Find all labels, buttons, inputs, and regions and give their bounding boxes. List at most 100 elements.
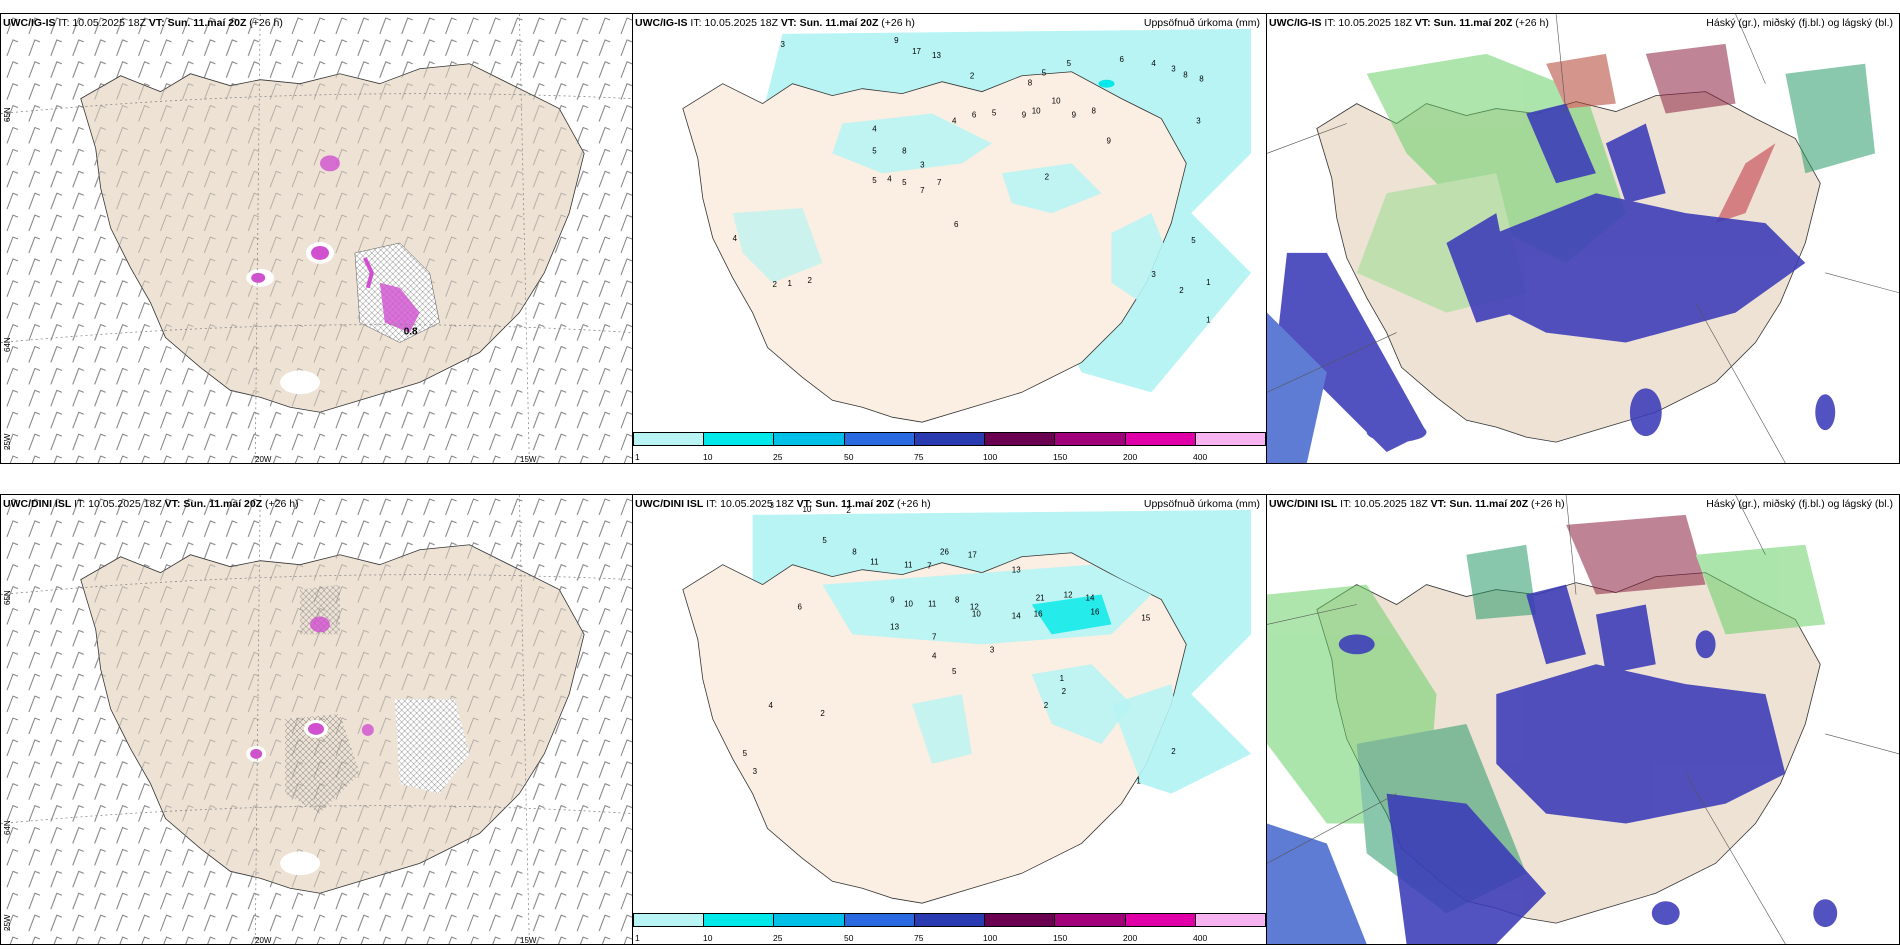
colorbar-tick: 400 [1193,452,1208,462]
precip-value: 2 [807,276,812,285]
precip-value: 8 [1028,79,1033,88]
colorbar-seg [1055,914,1126,926]
precip-value: 1 [788,279,793,288]
colorbar-tick: 25 [773,452,783,462]
precip-value: 16 [1034,609,1043,618]
precip-value: 7 [937,178,942,187]
colorbar-seg [914,914,986,926]
panel-title: UWC/DINI ISL IT: 10.05.2025 18Z VT: Sun.… [3,498,299,510]
colorbar-tick: 50 [844,452,854,462]
precip-value: 1 [1136,777,1141,786]
colorbar-seg [1125,914,1196,926]
precip-value: 2 [1062,687,1067,696]
colorbar-seg [704,914,775,926]
precip-value: 1 [1206,278,1211,287]
precip-value: 21 [1036,594,1045,603]
colorbar-tick: 200 [1123,933,1138,943]
lat-label-top: 65N [3,107,12,122]
precip-value: 2 [1179,286,1184,295]
colorbar-tick: 1 [635,933,640,943]
precip-value: 5 [872,146,877,155]
precip-value: 5 [902,178,907,187]
precip-value: 3 [1171,65,1176,74]
precip-colorbar [633,913,1266,927]
precip-map: 3 9 17 13 5 6 3 8 5 4 3 8 2 4 8 6 5 9 10… [682,28,1252,423]
precip-value: 5 [872,176,877,185]
panel-title: UWC/IG-IS IT: 10.05.2025 18Z VT: Sun. 11… [635,17,915,29]
precip-value: 13 [932,51,941,60]
panel-wind-row1[interactable]: UWC/IG-IS IT: 10.05.2025 18Z VT: Sun. 11… [0,13,633,464]
precip-value: 6 [972,111,977,120]
panel-cloud-row2[interactable]: UWC/DINI ISL IT: 10.05.2025 18Z VT: Sun.… [1266,494,1900,945]
colorbar-seg [844,914,915,926]
precip-value: 5 [1067,59,1072,68]
precip-value: 4 [932,651,937,660]
panel-title: UWC/IG-IS IT: 10.05.2025 18Z VT: Sun. 11… [3,17,283,29]
lon-label-right: 15W [520,936,537,945]
colorbar-seg [1195,914,1265,926]
colorbar-seg [634,433,705,445]
precip-value: 11 [928,600,937,609]
colorbar-tick: 1 [635,452,640,462]
precip-value: 12 [970,602,979,611]
colorbar-tick: 75 [914,933,924,943]
precip-value: 2 [773,280,778,289]
colorbar-tick: 150 [1053,933,1068,943]
lat-label-mid: 64N [3,337,12,352]
colorbar-seg [985,433,1056,445]
precip-value: 11 [870,558,879,567]
colorbar-seg [1195,433,1265,445]
colorbar-tick: 10 [703,452,713,462]
colorbar-seg [985,914,1056,926]
precip-value: 4 [887,174,892,183]
precip-value: 4 [769,701,774,710]
precip-value: 10 [1052,97,1061,106]
precip-value: 8 [1183,71,1188,80]
panel-cloud-row1[interactable]: UWC/IG-IS IT: 10.05.2025 18Z VT: Sun. 11… [1266,13,1900,464]
precip-value: 1 [1206,316,1211,325]
precip-value: 26 [940,548,949,557]
lon-label-mid: 20W [255,936,272,945]
iceland-land [682,71,1187,423]
colorbar-seg [634,914,705,926]
precip-value: 14 [1012,611,1021,620]
wind-map: 0.8 [1,14,632,463]
precip-value: 8 [852,548,857,557]
colorbar-tick: 100 [983,452,998,462]
precip-value: 13 [1012,566,1021,575]
precip-value: 13 [890,622,899,631]
wind-map [1,495,632,944]
precip-value: 2 [846,506,851,515]
precip-value: 4 [1151,59,1156,68]
precip-value: 5 [1042,69,1047,78]
panel-precip-row2[interactable]: UWC/DINI ISL IT: 10.05.2025 18Z VT: Sun.… [632,494,1267,945]
precip-value: 3 [753,767,758,776]
panel-precip-row1[interactable]: UWC/IG-IS IT: 10.05.2025 18Z VT: Sun. 11… [632,13,1267,464]
precip-value: 7 [927,562,932,571]
precip-value: 5 [822,536,827,545]
lon-label-mid: 20W [255,455,272,464]
panel-wind-row2[interactable]: UWC/DINI ISL IT: 10.05.2025 18Z VT: Sun.… [0,494,633,945]
colorbar-tick: 75 [914,452,924,462]
colorbar-seg [844,433,915,445]
colorbar-tick: 400 [1193,933,1208,943]
precip-value: 6 [797,602,802,611]
colorbar-seg [774,433,845,445]
precip-value: 8 [1199,75,1204,84]
panel-title: UWC/DINI ISL IT: 10.05.2025 18Z VT: Sun.… [635,498,931,510]
precip-value: 2 [1171,747,1176,756]
precip-value: 3 [990,645,995,654]
panel-subtitle: Háský (gr.), miðský (fj.bl.) og lágský (… [1706,498,1893,510]
precip-value: 9 [1107,136,1112,145]
colorbar-seg [704,433,775,445]
precip-value: 4 [872,124,877,133]
precip-value: 14 [1086,594,1095,603]
colorbar-seg [1125,433,1196,445]
precip-value: 3 [1151,270,1156,279]
lon-label-left: 25W [3,433,12,450]
colorbar-seg [914,433,986,445]
colorbar-tick: 50 [844,933,854,943]
precip-value: 1 [1060,674,1065,683]
precip-value: 10 [1032,107,1041,116]
lon-label-left: 25W [3,914,12,931]
